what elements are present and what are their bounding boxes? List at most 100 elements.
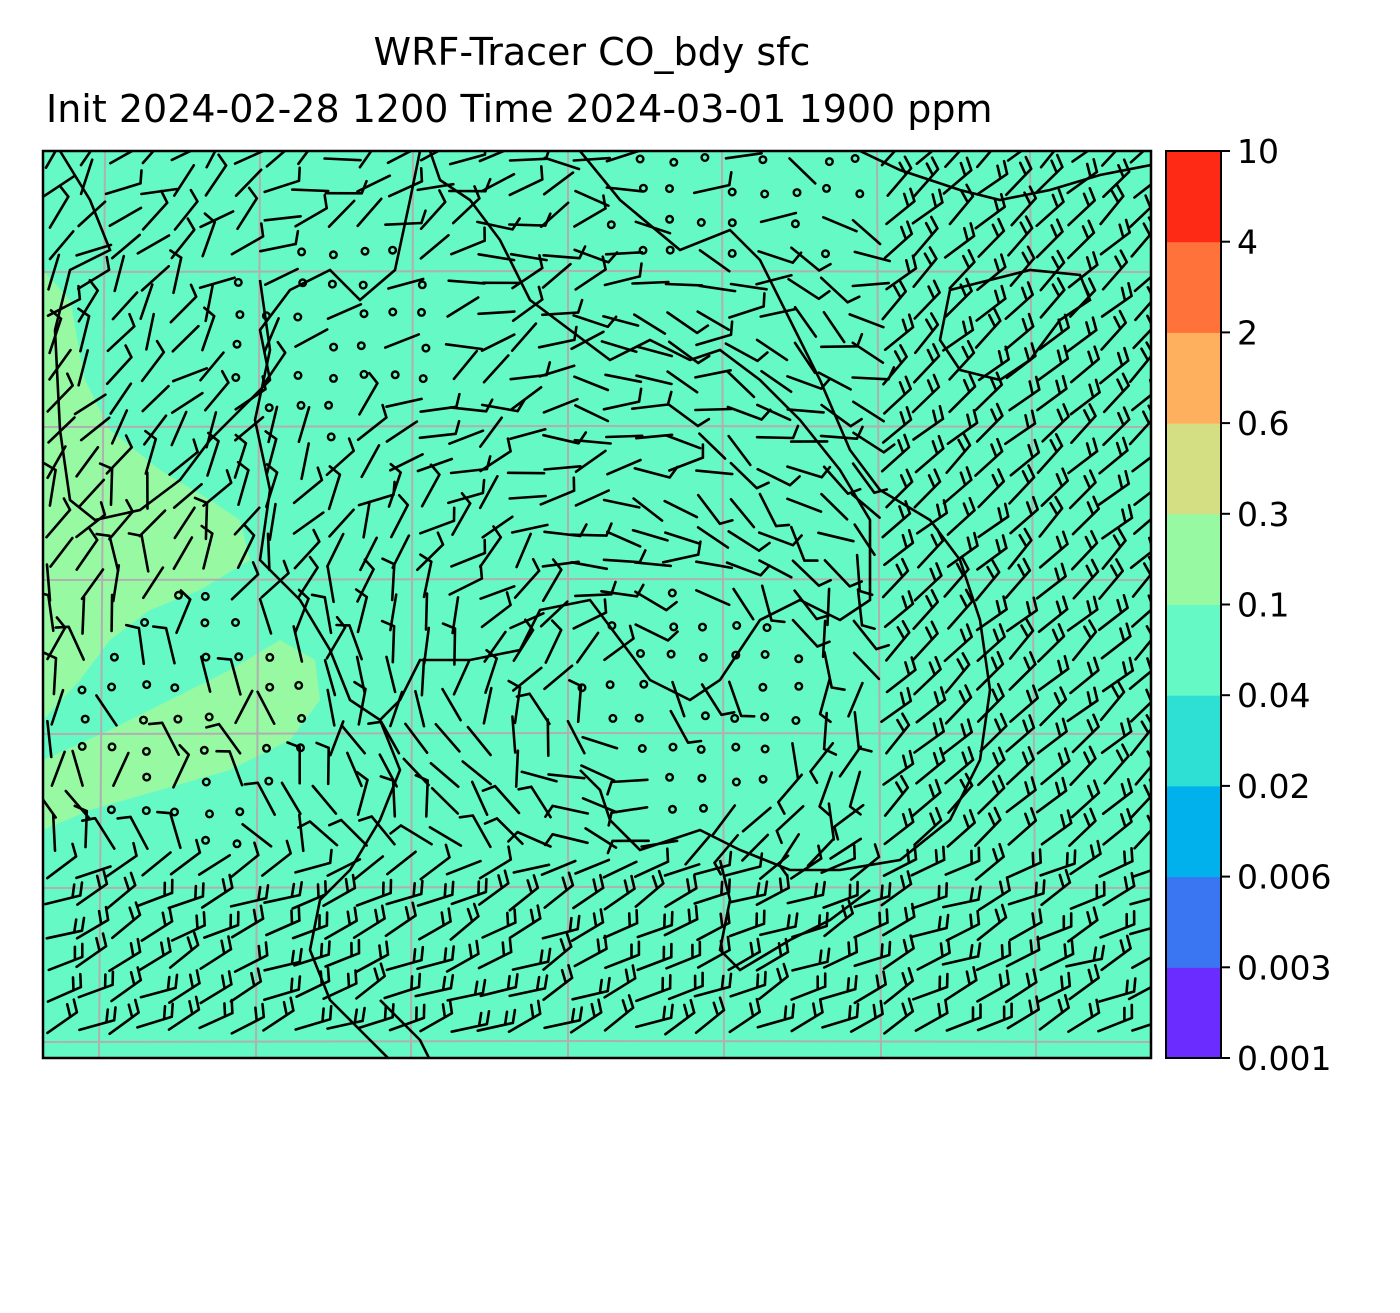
wind-barb [355,878,393,907]
wind-barb [1067,187,1096,227]
calm-wind-marker [359,369,369,379]
meridian-line [98,151,106,1058]
wind-barb [508,874,540,912]
wind-barb [264,430,278,476]
wind-barb [915,151,935,166]
calm-wind-marker [665,772,675,782]
wind-barb [606,778,649,796]
wind-barb [357,1003,395,1030]
calm-wind-marker [235,310,245,320]
wind-barb [1035,562,1067,600]
wind-barb [912,215,939,258]
wind-barb [1039,249,1066,292]
wind-barb [1129,897,1151,906]
wind-barb [1004,281,1034,320]
wind-barb [346,751,363,788]
wind-barb [77,200,107,228]
wind-barb [602,315,640,327]
wind-barb [108,206,143,228]
wind-barb [976,969,1010,1003]
wind-barb [883,529,915,567]
wind-barb [1100,309,1127,351]
calm-wind-marker [77,741,87,751]
wind-barb [510,386,543,411]
wind-barb [77,970,115,999]
wind-barb [1068,469,1097,510]
wind-barb [360,444,381,479]
wind-barb [298,813,305,853]
wind-barb [106,871,137,910]
wind-barb [1039,849,1077,877]
calm-wind-marker [204,712,214,722]
wind-barb [910,913,950,939]
wind-barb [43,462,57,507]
wind-barb [508,151,550,162]
wind-barb [387,167,424,198]
wind-barb [47,416,76,444]
wind-barb [1006,151,1024,162]
wind-barb [77,279,99,323]
wind-barb [104,169,143,196]
wind-barb [507,679,522,725]
wind-barb [355,770,369,816]
wind-barb [110,966,143,1003]
wind-barb [75,527,99,571]
wind-barb [755,873,790,906]
wind-barb [198,276,236,290]
wind-barb [294,1004,333,1031]
wind-barb [755,274,793,286]
colorbar-swatch [1166,967,1221,1059]
calm-wind-marker [297,713,307,723]
wind-barb [441,622,457,666]
calm-wind-marker [356,341,366,351]
wind-barb [229,967,263,1003]
wind-barb [695,320,734,347]
wind-barb [419,189,447,230]
wind-barb [520,770,558,783]
wind-barb [292,511,325,535]
wind-barb [325,437,355,477]
wind-barb [853,711,873,753]
wind-barb [883,775,910,817]
wind-barb [258,597,273,635]
wind-barb [202,469,233,507]
wind-barb [1099,346,1130,385]
wind-barb [256,690,276,725]
wind-barb [323,157,362,162]
wind-barb [266,532,271,572]
calm-wind-marker [235,807,245,817]
wind-barb [428,826,463,847]
wind-barb [974,559,1001,602]
calm-wind-marker [358,280,368,290]
wind-barb [1099,910,1136,939]
wind-barb [853,940,892,968]
wind-barb [541,558,563,603]
wind-barb [204,369,230,412]
wind-barb [326,532,345,568]
wind-barb [741,806,772,833]
wind-barb [477,310,516,316]
wind-barb [819,974,858,1001]
wind-barb [759,854,790,880]
wind-barb [661,540,702,564]
calm-wind-marker [792,188,802,198]
wind-barb [508,494,547,500]
wind-barb [1071,713,1100,754]
calm-wind-marker [142,772,152,782]
wind-barb [1007,527,1033,570]
wind-barb [173,506,196,540]
wind-barb [105,344,133,386]
wind-barb [793,305,818,338]
coastline [859,151,1151,202]
calm-wind-marker [698,652,708,662]
wind-barb [572,156,611,162]
wind-barb [418,907,452,941]
wind-barb [419,843,451,881]
wind-barb [790,972,827,1001]
wind-barb [974,307,1002,349]
wind-barb [881,557,910,599]
wind-barb [45,497,72,539]
wind-barb [450,226,486,256]
calm-wind-marker [731,777,741,787]
wind-barb [791,559,832,587]
